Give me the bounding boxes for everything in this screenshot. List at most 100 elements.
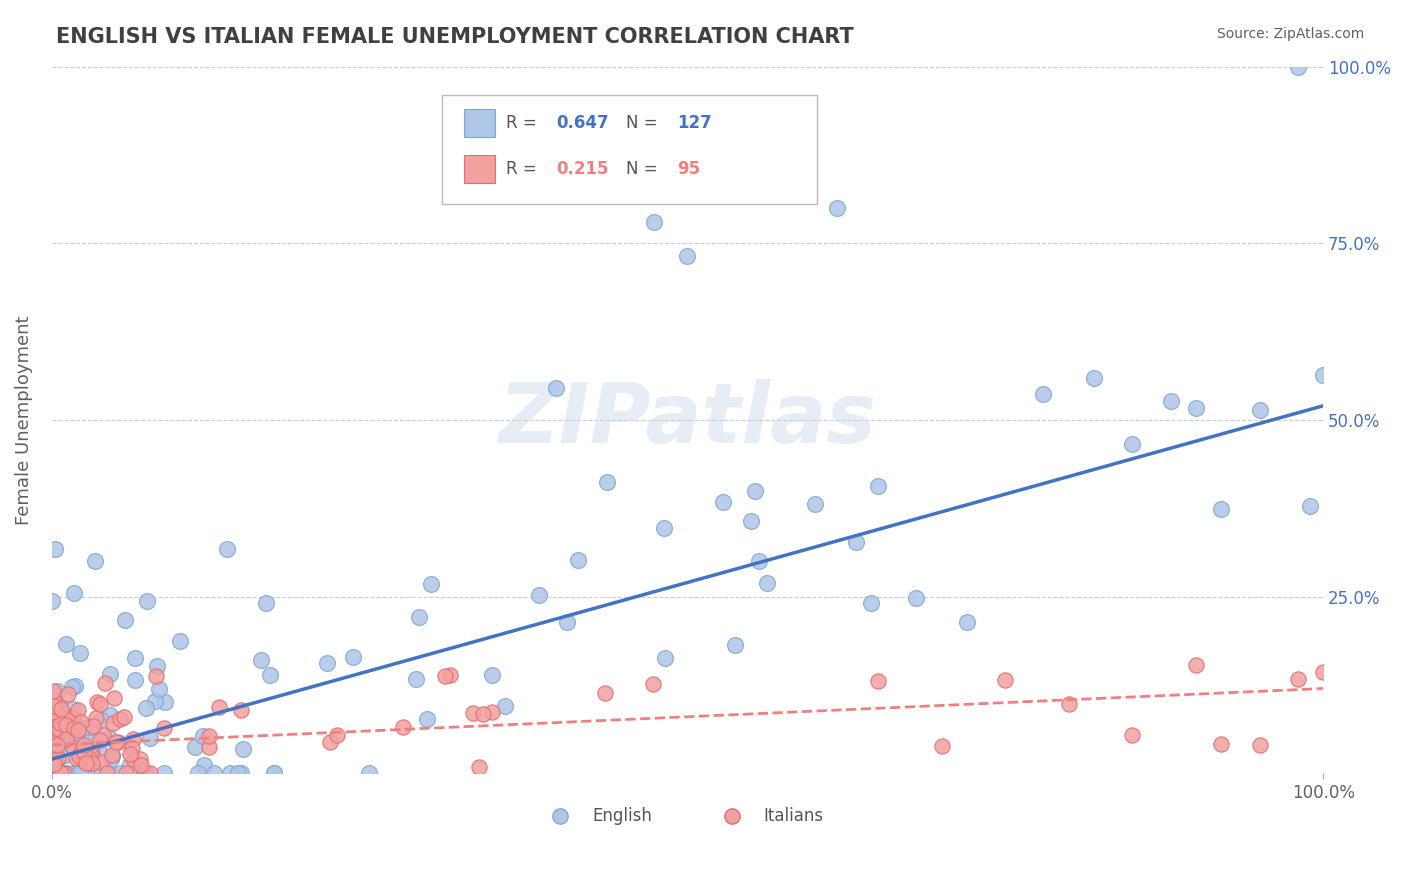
- Text: 127: 127: [678, 114, 711, 132]
- Point: [103, 715, 125, 730]
- Point: [555, 615, 578, 629]
- Point: [494, 698, 516, 713]
- Point: [44, 542, 66, 557]
- Point: [45, 755, 67, 769]
- Point: [80, 746, 103, 760]
- Point: [72, 754, 94, 768]
- Point: [845, 535, 868, 549]
- Point: [1249, 403, 1271, 417]
- Point: [148, 682, 170, 697]
- Point: [110, 766, 132, 780]
- Point: [91, 766, 114, 780]
- Point: [654, 521, 676, 535]
- Point: [84, 711, 107, 725]
- Point: [108, 712, 131, 726]
- Point: [46, 766, 69, 780]
- Text: R =: R =: [506, 114, 541, 132]
- Point: [114, 613, 136, 627]
- Point: [100, 752, 122, 766]
- Point: [80, 747, 103, 762]
- Point: [77, 751, 100, 765]
- Point: [98, 708, 121, 723]
- Point: [1312, 665, 1334, 680]
- Point: [103, 690, 125, 705]
- Point: [67, 749, 90, 764]
- Point: [59, 739, 82, 753]
- Point: [135, 701, 157, 715]
- Text: N =: N =: [627, 114, 664, 132]
- Text: N =: N =: [627, 160, 664, 178]
- Point: [60, 680, 83, 694]
- Point: [51, 715, 73, 730]
- Point: [956, 615, 979, 629]
- Point: [58, 710, 80, 724]
- Point: [52, 723, 75, 738]
- Point: [471, 707, 494, 722]
- Point: [45, 766, 67, 780]
- Point: [42, 766, 65, 780]
- Point: [994, 673, 1017, 688]
- Point: [544, 381, 567, 395]
- Point: [342, 650, 364, 665]
- Point: [93, 728, 115, 742]
- Point: [45, 684, 67, 698]
- Point: [42, 751, 65, 765]
- Point: [595, 685, 617, 699]
- Point: [1211, 502, 1233, 516]
- Point: [53, 766, 76, 780]
- Point: [66, 730, 89, 744]
- Point: [129, 757, 152, 772]
- Point: [1057, 698, 1080, 712]
- Point: [676, 249, 699, 263]
- Point: [259, 668, 281, 682]
- Point: [45, 705, 67, 719]
- Point: [1249, 739, 1271, 753]
- Point: [63, 712, 86, 726]
- Point: [567, 553, 589, 567]
- Point: [73, 738, 96, 752]
- Point: [46, 738, 69, 752]
- Point: [69, 646, 91, 660]
- Point: [63, 721, 86, 735]
- Bar: [464, 155, 495, 183]
- Point: [75, 756, 97, 770]
- Point: [53, 766, 76, 780]
- Point: [44, 694, 66, 708]
- Point: [42, 766, 65, 780]
- Point: [711, 495, 734, 509]
- Point: [65, 750, 87, 764]
- Point: [48, 722, 70, 736]
- Point: [263, 766, 285, 780]
- Point: [143, 694, 166, 708]
- Point: [56, 713, 79, 727]
- Point: [128, 752, 150, 766]
- Point: [193, 757, 215, 772]
- Point: [97, 731, 120, 746]
- Point: [744, 483, 766, 498]
- Point: [49, 700, 72, 714]
- Text: 0.215: 0.215: [557, 160, 609, 178]
- Y-axis label: Female Unemployment: Female Unemployment: [15, 315, 32, 524]
- Point: [135, 594, 157, 608]
- Point: [439, 667, 461, 681]
- Point: [1121, 728, 1143, 742]
- Point: [596, 475, 619, 489]
- Point: [79, 756, 101, 771]
- Point: [42, 699, 65, 714]
- Point: [132, 766, 155, 780]
- Point: [55, 766, 77, 780]
- Point: [226, 766, 249, 780]
- Point: [187, 766, 209, 780]
- Text: ENGLISH VS ITALIAN FEMALE UNEMPLOYMENT CORRELATION CHART: ENGLISH VS ITALIAN FEMALE UNEMPLOYMENT C…: [56, 27, 853, 46]
- Point: [48, 766, 70, 780]
- Point: [98, 766, 121, 780]
- Point: [740, 514, 762, 528]
- Point: [1032, 387, 1054, 401]
- Point: [84, 554, 107, 568]
- Point: [416, 712, 439, 726]
- Point: [63, 766, 86, 780]
- Point: [467, 760, 489, 774]
- Point: [41, 706, 63, 720]
- Point: [860, 596, 883, 610]
- Point: [79, 720, 101, 734]
